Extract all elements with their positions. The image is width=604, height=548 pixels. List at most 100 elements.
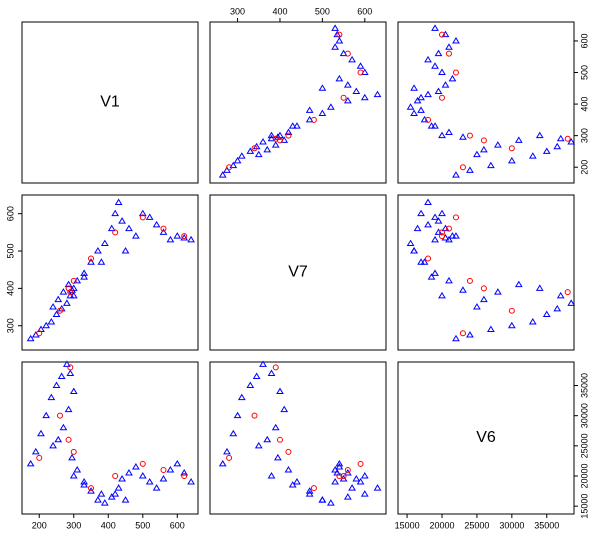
- tick-label: 300: [230, 6, 245, 16]
- point: [410, 84, 418, 91]
- point: [343, 493, 352, 500]
- point: [251, 412, 258, 419]
- point: [445, 276, 453, 284]
- point: [285, 132, 292, 139]
- point: [556, 291, 565, 299]
- point: [528, 152, 537, 159]
- point: [272, 135, 279, 142]
- point: [318, 84, 327, 91]
- point: [466, 277, 473, 284]
- point: [139, 214, 146, 221]
- point: [335, 462, 344, 470]
- point: [452, 232, 460, 239]
- point: [424, 198, 432, 205]
- point: [310, 485, 317, 492]
- tick-label: 600: [170, 520, 185, 530]
- point: [340, 473, 347, 479]
- point: [64, 280, 73, 288]
- point: [434, 217, 443, 224]
- point: [326, 499, 335, 506]
- point: [318, 496, 327, 503]
- point: [112, 473, 119, 479]
- point: [118, 217, 126, 224]
- point: [112, 229, 119, 236]
- point: [181, 473, 188, 479]
- point: [326, 103, 335, 110]
- point: [138, 472, 147, 479]
- point: [218, 171, 227, 178]
- point: [125, 224, 133, 232]
- point: [80, 269, 89, 276]
- panel: [209, 361, 387, 515]
- point: [336, 473, 343, 479]
- point: [259, 137, 267, 145]
- point: [413, 224, 422, 232]
- panel: [397, 194, 575, 351]
- point: [67, 289, 74, 296]
- point: [114, 484, 123, 491]
- point: [37, 429, 45, 437]
- point: [226, 164, 233, 171]
- point: [452, 69, 459, 76]
- point: [508, 145, 515, 152]
- tick-label: 35000: [534, 520, 559, 530]
- tick-label: 200: [32, 520, 47, 530]
- tick-label: 20000: [429, 520, 454, 530]
- tick-label: 500: [579, 65, 589, 80]
- point: [459, 164, 466, 171]
- point: [425, 255, 432, 262]
- panel: [21, 21, 199, 184]
- point: [335, 74, 344, 82]
- point: [138, 209, 147, 217]
- panel: [209, 21, 387, 184]
- point: [452, 214, 459, 221]
- point: [272, 364, 279, 371]
- point: [448, 74, 457, 82]
- point: [80, 478, 89, 485]
- point: [263, 435, 272, 443]
- panel: [397, 21, 575, 184]
- point: [305, 106, 314, 113]
- point: [439, 31, 445, 38]
- tick-label: 600: [579, 33, 589, 48]
- tick-label: 400: [5, 281, 15, 296]
- point: [431, 62, 439, 69]
- point: [331, 478, 339, 485]
- point: [459, 330, 466, 337]
- point: [131, 462, 140, 470]
- point: [473, 150, 481, 158]
- point: [251, 145, 258, 152]
- point: [121, 247, 130, 254]
- point: [473, 303, 481, 310]
- point: [424, 55, 432, 63]
- point: [56, 307, 63, 314]
- panel: [21, 194, 199, 351]
- point: [466, 132, 473, 139]
- point: [360, 490, 369, 497]
- point: [87, 258, 95, 265]
- point: [139, 460, 146, 467]
- point: [466, 331, 474, 338]
- point: [42, 411, 51, 419]
- point: [70, 448, 77, 455]
- point: [567, 299, 576, 306]
- point: [229, 429, 238, 437]
- point: [49, 441, 57, 449]
- point: [310, 116, 317, 123]
- point: [59, 423, 68, 431]
- point: [254, 441, 263, 449]
- point: [145, 478, 154, 485]
- point: [80, 481, 89, 488]
- point: [352, 87, 361, 94]
- point: [445, 235, 453, 243]
- point: [406, 239, 415, 247]
- point: [284, 128, 293, 135]
- point: [564, 135, 571, 142]
- point: [160, 225, 167, 232]
- tick-label: 400: [101, 520, 116, 530]
- point: [514, 136, 523, 143]
- point: [348, 55, 356, 63]
- point: [88, 485, 95, 492]
- point: [159, 475, 168, 482]
- variable-label: V6: [476, 429, 496, 446]
